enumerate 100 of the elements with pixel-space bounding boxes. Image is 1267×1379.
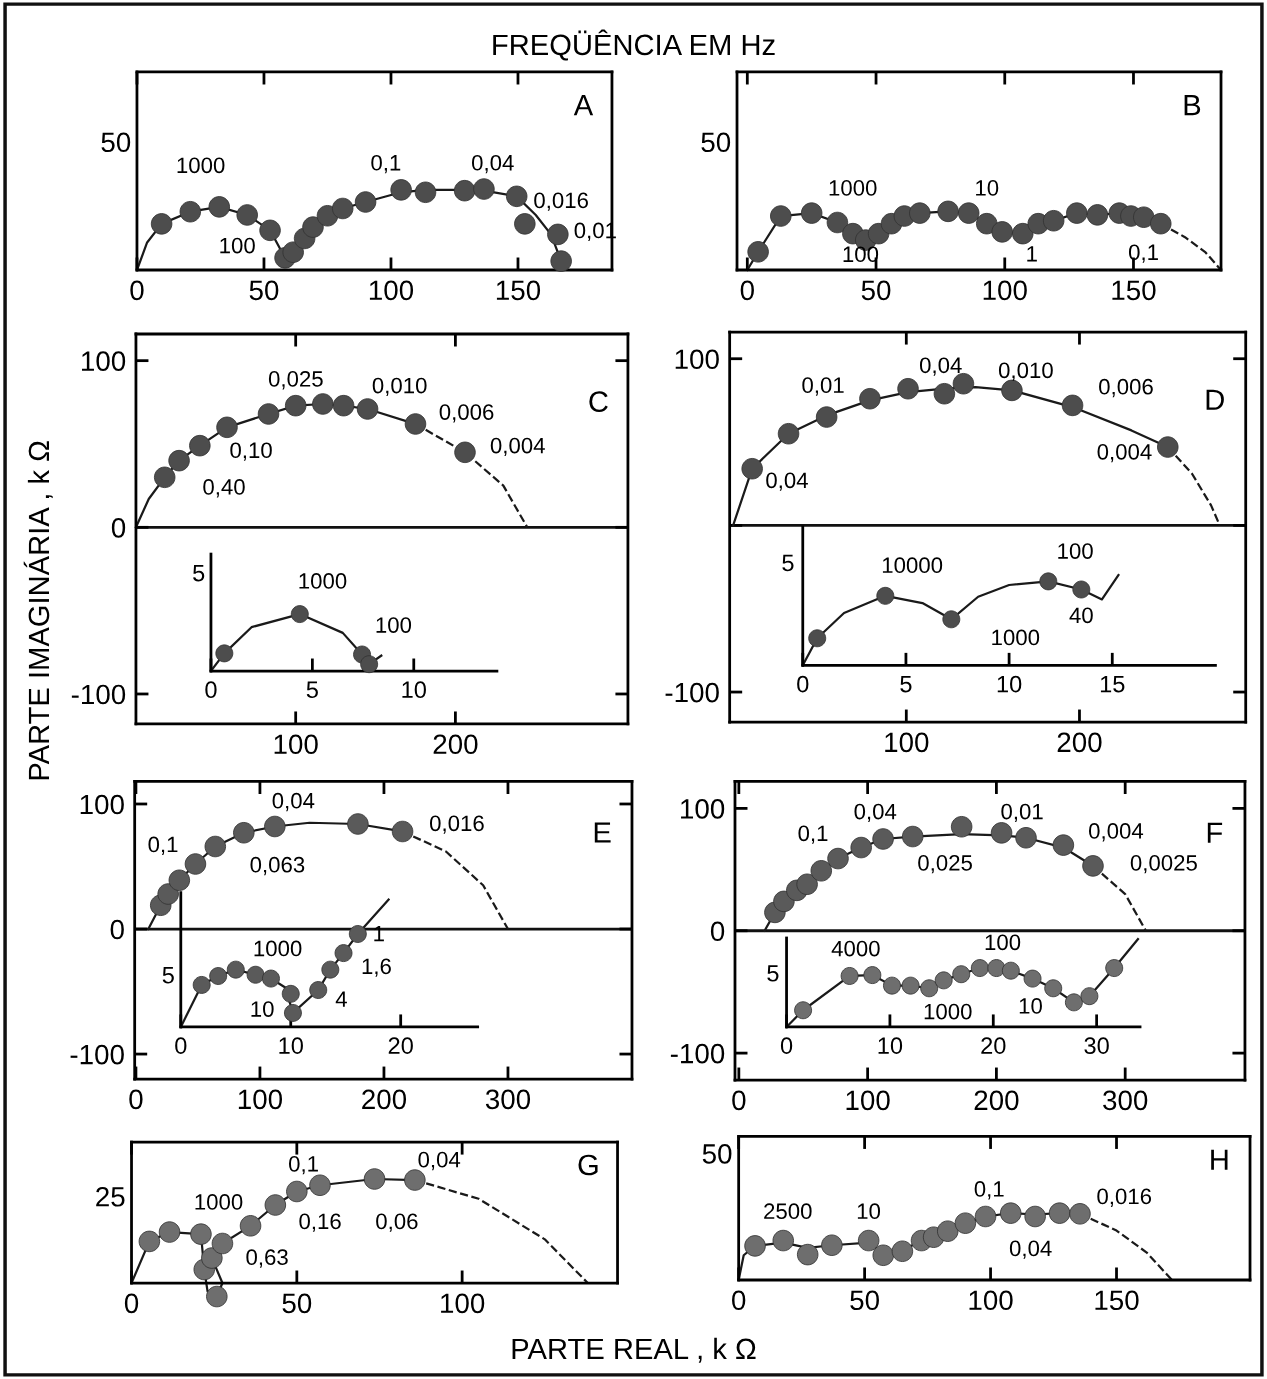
x-tick-label: 100 xyxy=(969,1290,1013,1311)
x-tick-label: 0 xyxy=(175,1037,187,1055)
text: 0,04 xyxy=(418,1151,461,1171)
x-tick-label: 50 xyxy=(249,280,279,301)
x-tick-label: 50 xyxy=(861,280,891,301)
x-tick-label: 100 xyxy=(441,1293,485,1314)
annotation: 1000 xyxy=(195,1194,243,1210)
annotation: 5 xyxy=(193,564,205,582)
point xyxy=(190,1223,212,1245)
y-tick-label: -100 xyxy=(70,1044,124,1065)
text: 50 xyxy=(701,132,731,153)
annotation: 0,025 xyxy=(268,371,323,390)
x-tick-label: 200 xyxy=(1057,732,1102,753)
annotation: 0,004 xyxy=(1097,443,1152,463)
y-tick-label: 100 xyxy=(681,799,725,819)
annotation: 0,40 xyxy=(203,479,245,498)
x-tick-label: 0 xyxy=(780,1037,793,1055)
annotation: 0,01 xyxy=(1001,803,1043,823)
x-tick-label: 100 xyxy=(274,734,318,755)
annotation: 0,006 xyxy=(439,404,494,423)
annotation: 0,016 xyxy=(430,815,484,834)
y-tick-label: -100 xyxy=(665,682,719,703)
chart-title: H xyxy=(1211,1149,1228,1170)
x-tick-label: 50 xyxy=(282,1293,312,1314)
annotation: 10 xyxy=(857,1203,881,1220)
x-tick-label: 30 xyxy=(1084,1037,1109,1055)
annotation: 1,6 xyxy=(362,958,391,977)
x-tick-label: 100 xyxy=(983,280,1027,301)
annotation: 0,63 xyxy=(246,1249,288,1268)
text: 1000 xyxy=(829,180,877,196)
text: 10 xyxy=(976,180,999,196)
text: 0,1 xyxy=(974,1181,1004,1200)
x-tick-label: 15 xyxy=(1100,675,1125,693)
x-tick-label: 20 xyxy=(981,1037,1006,1055)
point xyxy=(1024,1205,1046,1228)
y-tick-label: 0 xyxy=(111,517,126,538)
annotation: 100 xyxy=(985,934,1021,951)
point xyxy=(1157,436,1179,458)
annotation: 0,04 xyxy=(919,357,962,376)
annotation: 4 xyxy=(335,991,347,1007)
text: E xyxy=(594,822,611,843)
x-tick-label: 20 xyxy=(388,1037,413,1055)
point xyxy=(404,1169,426,1191)
text: D xyxy=(1206,389,1224,410)
x-tick-label: 100 xyxy=(885,732,929,753)
annotation: 1000 xyxy=(992,629,1040,646)
annotation: 0,04 xyxy=(1009,1240,1052,1259)
x-tick-label: 50 xyxy=(850,1290,879,1311)
x-tick-label: 10 xyxy=(997,675,1022,693)
annotation: 0,025 xyxy=(918,855,972,874)
x-tick-label: 0 xyxy=(124,1293,139,1314)
y-tick-label: 0 xyxy=(710,921,725,942)
annotation: 5 xyxy=(162,967,174,984)
point xyxy=(954,1212,977,1234)
annotation: 0,1 xyxy=(798,825,828,844)
annotation: 2500 xyxy=(764,1203,812,1220)
annotation: 5 xyxy=(782,554,794,572)
annotation: 0,016 xyxy=(534,192,588,211)
point xyxy=(179,201,202,223)
annotation: 1000 xyxy=(299,573,347,589)
x-tick-label: 200 xyxy=(433,734,478,755)
x-tick-label: 200 xyxy=(362,1089,407,1110)
y-tick-label: 0 xyxy=(110,919,124,940)
annotation: 0,16 xyxy=(299,1213,341,1232)
chart-title: B xyxy=(1184,95,1201,116)
annotation: 0,006 xyxy=(1099,378,1153,398)
chart-title: A xyxy=(573,95,594,116)
x-tick-label: 10 xyxy=(279,1037,303,1055)
x-tick-label: 150 xyxy=(496,280,541,301)
x-tick-label: 5 xyxy=(900,675,912,693)
x-tick-label: 100 xyxy=(369,280,414,301)
text: 0,1 xyxy=(288,1155,318,1175)
annotation: 0,004 xyxy=(490,437,545,457)
annotation: 1000 xyxy=(924,1003,972,1020)
annotation: 0,063 xyxy=(250,856,305,876)
y-tick-label: 100 xyxy=(80,794,124,815)
x-tick-label: 0 xyxy=(205,681,217,699)
x-tick-label: 5 xyxy=(306,681,318,699)
x-tick-label: 10 xyxy=(402,681,426,699)
x-tick-label: 200 xyxy=(974,1090,1019,1111)
x-tick-label: 0 xyxy=(130,280,144,301)
annotation: 0,04 xyxy=(272,792,315,812)
x-tick-label: 0 xyxy=(732,1090,746,1111)
annotation: 0,04 xyxy=(766,472,808,491)
annotation: 5 xyxy=(767,965,779,982)
annotation: 0,1 xyxy=(1128,244,1158,263)
text: C xyxy=(589,391,608,413)
annotation: 0,10 xyxy=(230,442,272,461)
x-tick-label: 100 xyxy=(238,1089,283,1110)
x-tick-label: 300 xyxy=(1103,1090,1148,1111)
annotation: 0,1 xyxy=(148,836,178,855)
annotation: 10000 xyxy=(882,557,943,574)
x-axis-title: PARTE REAL , k Ω xyxy=(512,1337,756,1363)
annotation: 0,004 xyxy=(1089,823,1144,842)
text: 0,04 xyxy=(471,154,514,174)
text: 1000 xyxy=(177,157,225,174)
annotation: 1 xyxy=(374,925,384,942)
annotation: 100 xyxy=(376,617,412,633)
point xyxy=(815,406,838,428)
y-tick-label: -100 xyxy=(670,1043,725,1064)
